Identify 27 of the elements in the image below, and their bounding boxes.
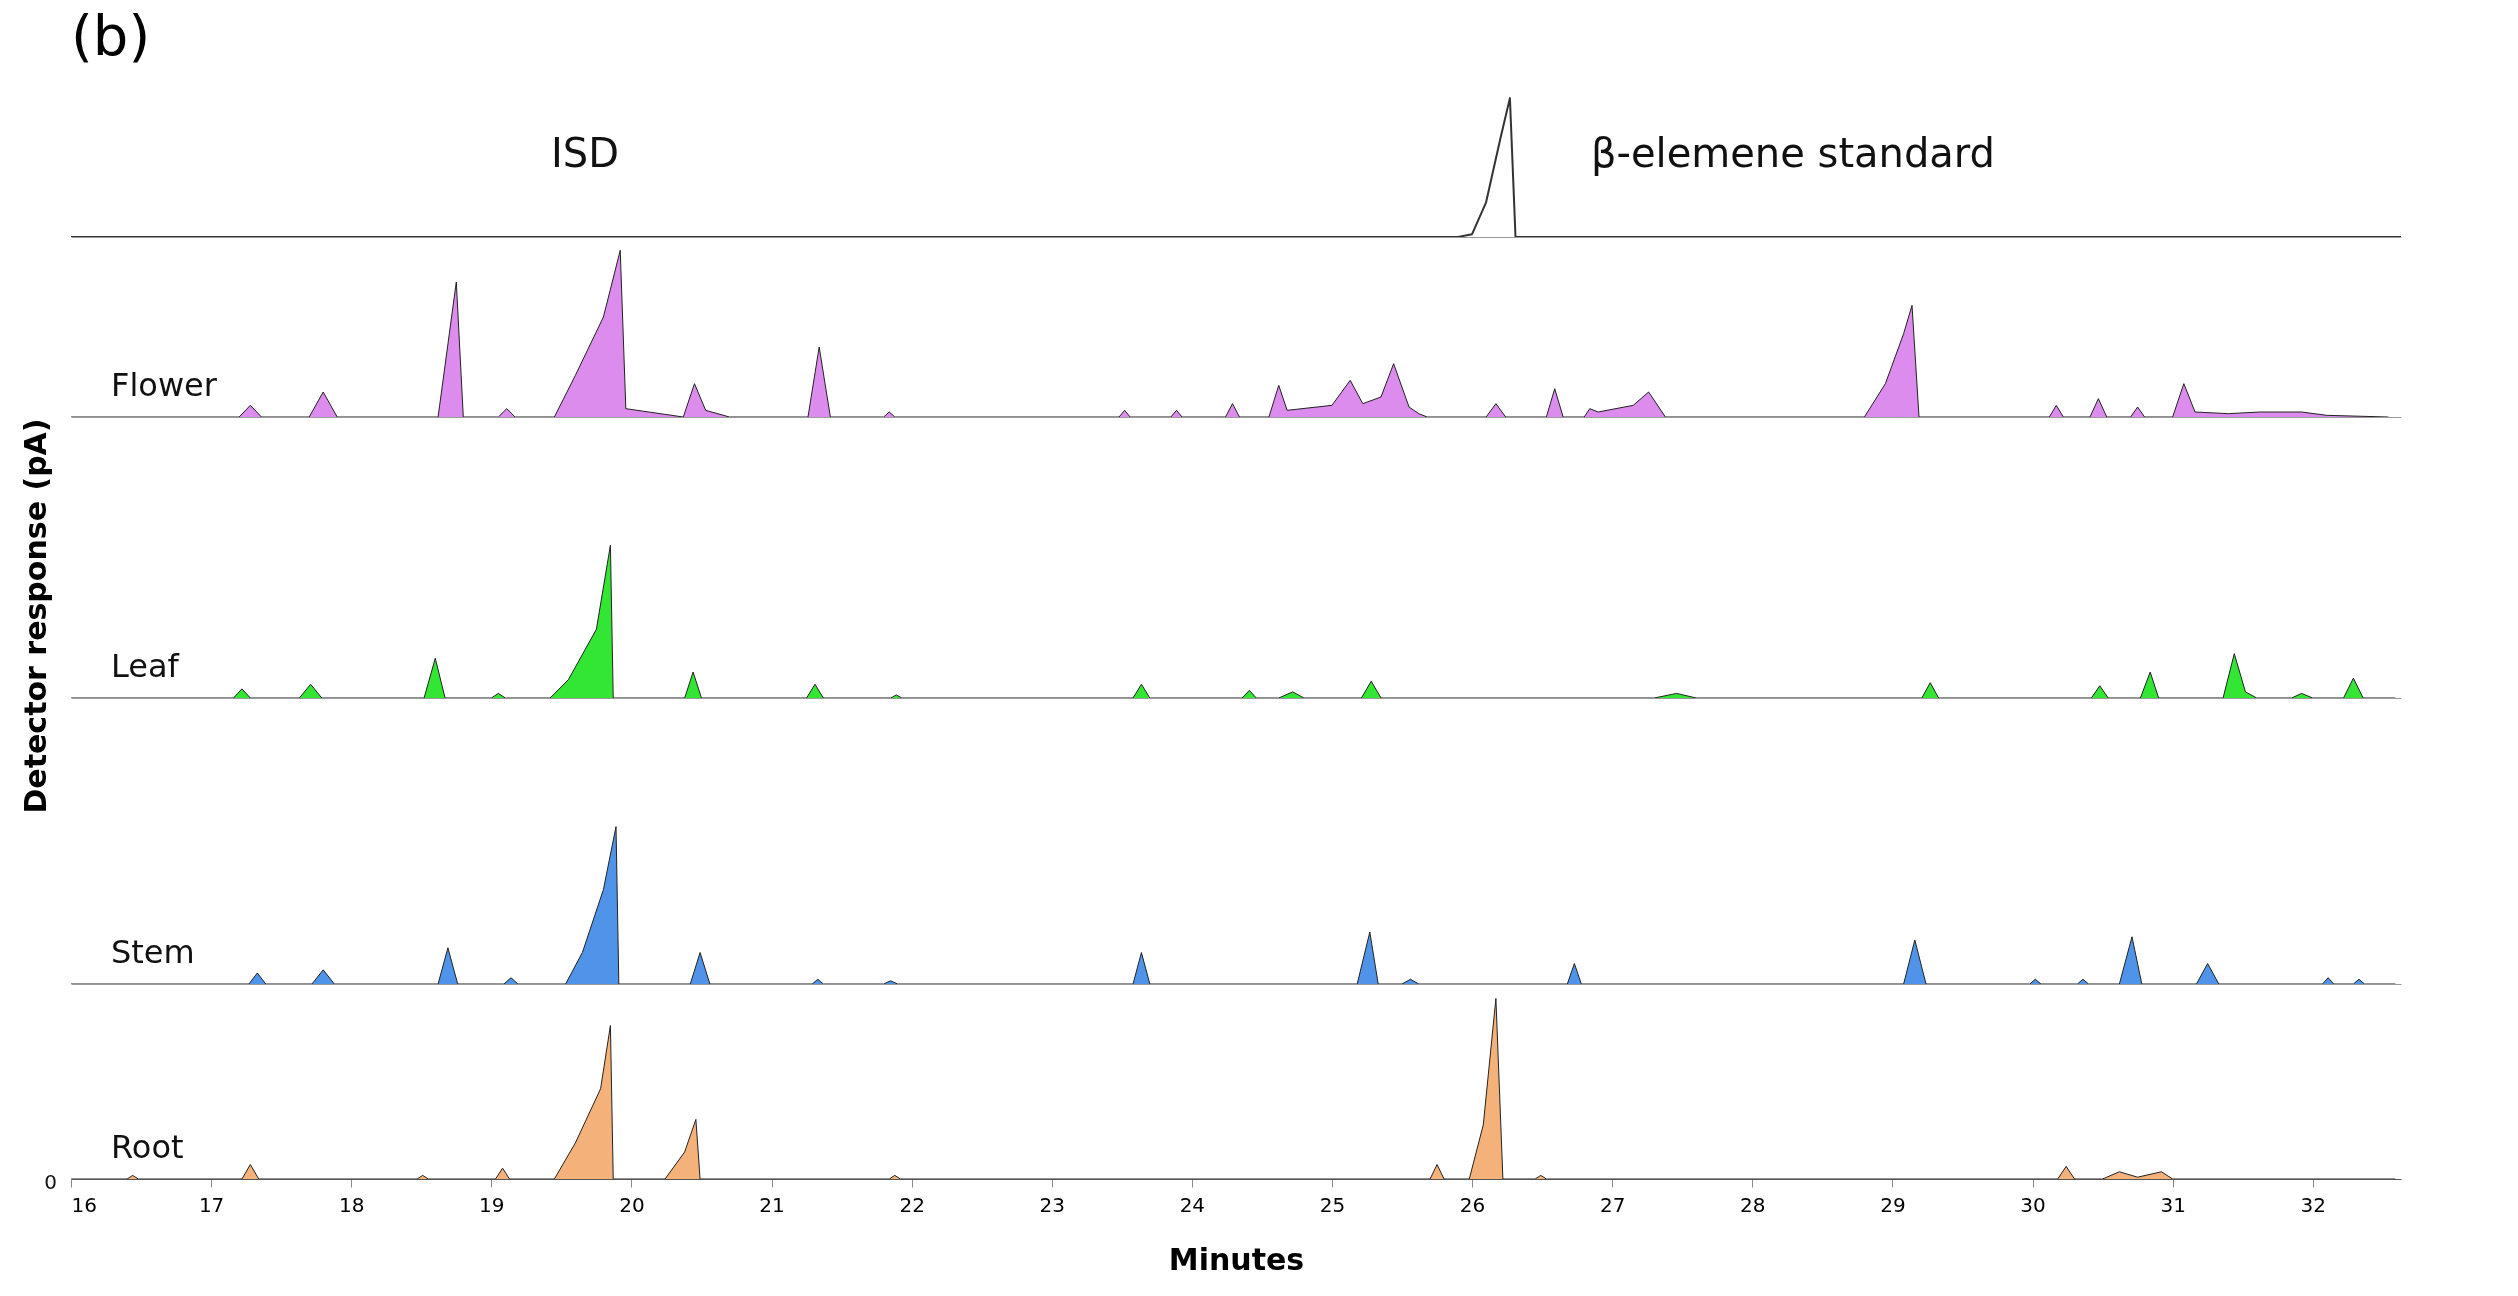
x-tick-label: 32 <box>2300 1192 2326 1217</box>
x-tick-label: 26 <box>1459 1192 1486 1217</box>
series-label: Leaf <box>111 647 180 685</box>
x-tick-label: 16 <box>71 1192 97 1217</box>
x-tick-label: 19 <box>479 1192 505 1217</box>
x-tick-label: 27 <box>1599 1192 1626 1217</box>
x-tick-label: 24 <box>1179 1192 1206 1217</box>
x-tick-label: 28 <box>1740 1192 1766 1217</box>
x-tick-label: 21 <box>759 1192 785 1217</box>
chart-title: (b) <box>71 3 151 68</box>
x-tick-label: 30 <box>2020 1192 2046 1217</box>
series-label: Flower <box>111 366 218 404</box>
x-tick-label: 20 <box>619 1192 645 1217</box>
text: 0 <box>44 1170 57 1194</box>
y-axis-title: Detector response (pA) <box>17 418 53 814</box>
x-tick-label: 25 <box>1319 1192 1346 1217</box>
x-axis-title: Minutes <box>1168 1241 1305 1277</box>
x-tick-label: 23 <box>1039 1192 1065 1217</box>
x-tick-label: 18 <box>338 1192 365 1217</box>
annotation: β-elemene standard <box>1591 129 1995 176</box>
x-tick-label: 29 <box>1880 1192 1906 1217</box>
series-label: Stem <box>111 933 195 971</box>
x-tick-label: 22 <box>899 1192 925 1217</box>
annotation: ISD <box>551 129 619 176</box>
series-label: Root <box>111 1128 184 1166</box>
x-tick-label: 31 <box>2160 1192 2186 1217</box>
x-tick-label: 17 <box>198 1192 225 1217</box>
